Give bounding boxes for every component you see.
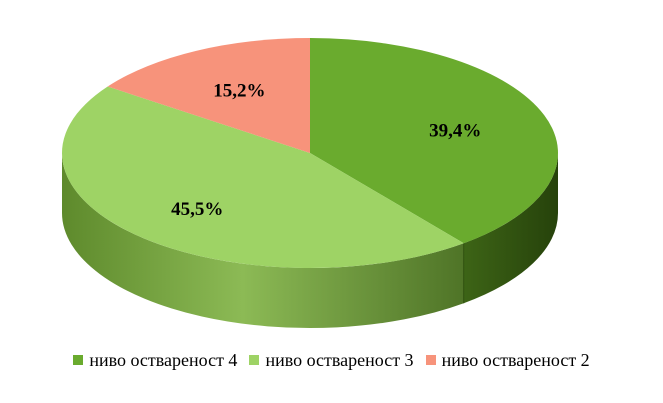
legend-label-level-4: ниво оствареност 4 — [89, 349, 238, 370]
legend-item-level-3: ниво оствареност 3 — [249, 349, 414, 371]
data-label-level-4: 39,4% — [429, 121, 481, 142]
legend-item-level-2: ниво оствареност 2 — [425, 349, 590, 371]
legend-swatch-level-4 — [73, 355, 84, 365]
data-label-level-2: 15,2% — [213, 81, 265, 102]
legend: ниво оствареност 4 ниво оствареност 3 ни… — [0, 345, 663, 375]
pie-slice-level-2 — [107, 38, 310, 153]
pie-side-level-4 — [463, 153, 558, 304]
data-label-level-3: 45,5% — [171, 199, 223, 220]
legend-swatch-level-2 — [425, 355, 436, 365]
pie-top-layer — [62, 38, 558, 268]
legend-label-level-3: ниво оствареност 3 — [265, 349, 414, 370]
legend-label-level-2: ниво оствареност 2 — [441, 349, 590, 370]
pie-side-level-3 — [62, 153, 464, 328]
legend-item-level-4: ниво оствареност 4 — [73, 350, 237, 371]
pie-slice-level-3 — [62, 86, 464, 268]
legend-swatch-level-3 — [249, 355, 260, 365]
pie-slice-level-4 — [310, 38, 558, 244]
pie-label-layer: 39,4% 45,5% 15,2% — [171, 81, 481, 220]
pie-side-layer — [62, 153, 558, 328]
